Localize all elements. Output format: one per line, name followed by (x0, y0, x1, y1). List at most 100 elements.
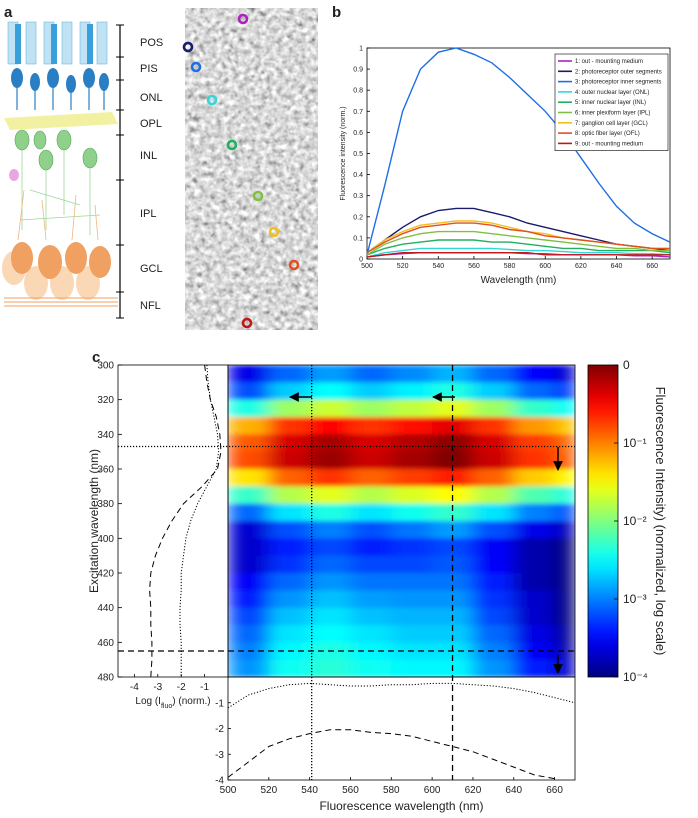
heatmap-cell (554, 607, 575, 626)
heatmap-cell (513, 503, 556, 522)
series-line (366, 222, 670, 254)
legend-label: 8: optic fiber layer (OFL) (575, 131, 640, 137)
heatmap-cell (350, 399, 392, 418)
y-tick-label: -1 (215, 698, 224, 709)
heatmap-cell (228, 469, 270, 487)
heatmap-cell (309, 434, 351, 453)
x-axis-label: Fluorescence wavelength (nm) (319, 799, 483, 813)
heatmap-cell (513, 434, 556, 453)
x-axis-label: Log (Ifluo) (norm.) (135, 696, 210, 710)
heatmap-cell (228, 417, 270, 435)
y-tick-label: 0.3 (353, 193, 363, 200)
x-tick-label: 540 (432, 263, 444, 270)
heatmap-cell (391, 521, 433, 539)
heatmap-cell (391, 607, 433, 626)
x-tick-label: -3 (153, 682, 162, 693)
legend-label: 5: inner nuclear layer (INL) (575, 100, 646, 106)
heatmap-cell (513, 469, 556, 487)
series-line (227, 682, 576, 709)
heatmap-cell (350, 417, 392, 435)
legend-label: 6: inner plexiform layer (IPL) (575, 111, 650, 117)
legend-label: 9: out - mounting medium (575, 141, 643, 147)
heatmap-cell (513, 590, 556, 609)
heatmap-cell (472, 486, 515, 505)
heatmap-cell (472, 555, 515, 574)
heatmap-cell (554, 538, 575, 557)
x-tick-label: 540 (301, 785, 318, 796)
heatmap-cell (432, 434, 474, 453)
heatmap-cell (350, 382, 392, 401)
layer-label: PIS (140, 63, 158, 75)
heatmap-cell (228, 486, 270, 505)
heatmap-cell (432, 625, 474, 643)
heatmap-cell (391, 573, 433, 591)
legend-label: 2: photoreceptor outer segments (575, 69, 662, 75)
panel-label: a (4, 4, 13, 21)
heatmap-cell (309, 486, 351, 505)
x-tick-label: 580 (504, 263, 516, 270)
heatmap-cell (554, 555, 575, 574)
heatmap-cell (228, 382, 270, 401)
heatmap-cell (350, 538, 392, 557)
heatmap-cell (472, 590, 515, 609)
series-line (366, 230, 670, 256)
heatmap-cell (228, 607, 270, 626)
heatmap-cell (432, 382, 474, 401)
y-tick-label: -3 (215, 750, 224, 761)
y-tick-label: 400 (97, 534, 114, 545)
retina-schematic (2, 21, 121, 318)
x-tick-label: 580 (383, 785, 400, 796)
heatmap-cell (554, 399, 575, 418)
heatmap-cell (309, 573, 351, 591)
heatmap-cell (432, 555, 474, 574)
heatmap-cell (350, 451, 392, 470)
heatmap-cell (391, 434, 433, 453)
heatmap-cell (513, 538, 556, 557)
heatmap-cell (554, 573, 575, 591)
x-tick-label: 640 (505, 785, 522, 796)
heatmap-cell (268, 486, 311, 505)
legend-label: 4: outer nuclear layer (ONL) (575, 90, 649, 96)
heatmap-cell (309, 521, 351, 539)
heatmap-cell (554, 625, 575, 643)
x-tick-label: 560 (342, 785, 359, 796)
heatmap-cell (391, 625, 433, 643)
y-tick-label: 0.1 (353, 235, 363, 242)
heatmap-cell (350, 573, 392, 591)
heatmap-cell (554, 590, 575, 609)
y-tick-label: 0.2 (353, 214, 363, 221)
y-axis-label: Fluorescence intensity (norm.) (340, 106, 347, 200)
heatmap-cell (432, 573, 474, 591)
heatmap-cell (350, 521, 392, 539)
y-tick-label: 0.7 (353, 109, 363, 116)
layer-label: IPL (140, 208, 157, 220)
heatmap-cell (350, 607, 392, 626)
x-tick-label: 520 (260, 785, 277, 796)
colorbar-tick-label: 0 (623, 358, 630, 372)
heatmap-cell (554, 365, 575, 383)
series-line (149, 364, 222, 678)
heatmap-cell (472, 573, 515, 591)
heatmap-cell (309, 469, 351, 487)
heatmap-cell (554, 642, 575, 661)
y-tick-label: -4 (215, 776, 224, 787)
heatmap-cell (432, 365, 474, 383)
heatmap-cell (513, 642, 556, 661)
heatmap-cell (513, 399, 556, 418)
heatmap-cell (472, 434, 515, 453)
microscopy-image (182, 8, 318, 330)
series-line (366, 252, 670, 258)
heatmap-cell (432, 503, 474, 522)
x-tick-label: -1 (200, 682, 209, 693)
y-tick-label: -2 (215, 724, 224, 735)
layer-label: ONL (140, 92, 163, 104)
heatmap-cell (350, 590, 392, 609)
x-tick-label: 500 (361, 263, 373, 270)
y-tick-label: 300 (97, 361, 114, 372)
heatmap-cell (309, 555, 351, 574)
heatmap-cell (554, 486, 575, 505)
heatmap-cell (554, 503, 575, 522)
layer-label: POS (140, 37, 163, 49)
